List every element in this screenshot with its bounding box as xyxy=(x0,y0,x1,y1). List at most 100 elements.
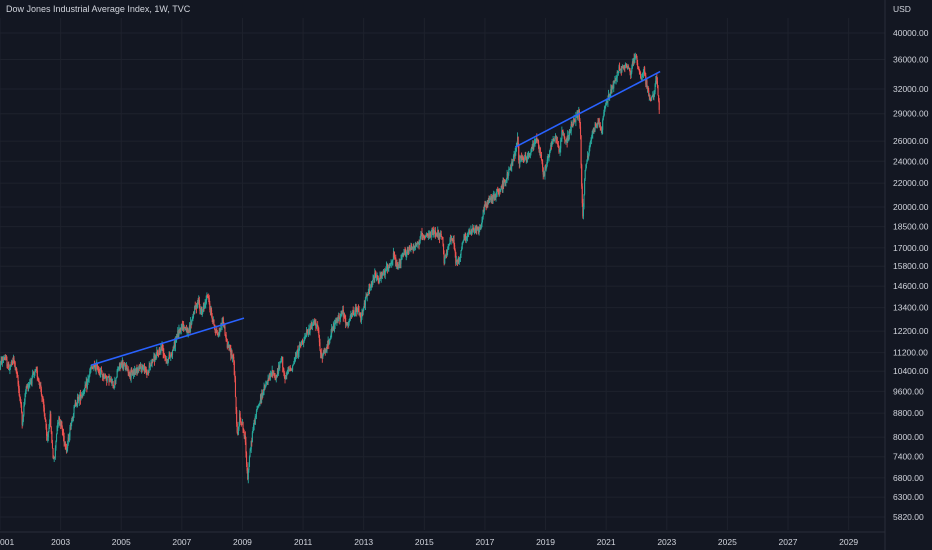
candle-body xyxy=(222,317,224,323)
candle-body xyxy=(547,156,550,158)
candle-body xyxy=(328,341,330,345)
candle-body xyxy=(128,372,130,375)
candle-body xyxy=(160,347,162,349)
candle-body xyxy=(489,198,491,201)
candle-body xyxy=(85,385,87,387)
candle-body xyxy=(462,240,464,242)
candle-body xyxy=(574,121,576,123)
candle-body xyxy=(170,353,172,355)
candle-body xyxy=(273,375,276,376)
candle-body xyxy=(653,91,656,94)
candle-body xyxy=(638,69,640,72)
candle-body xyxy=(352,312,354,314)
candle-body xyxy=(381,273,383,277)
candle-body xyxy=(565,139,568,141)
candle-body xyxy=(112,381,114,388)
candle-body xyxy=(240,418,242,422)
candle-body xyxy=(380,273,382,279)
candle-body xyxy=(654,84,656,92)
trendline[interactable] xyxy=(514,70,661,148)
candle-body xyxy=(230,349,232,356)
candle-body xyxy=(175,339,177,341)
candle-body xyxy=(114,380,116,382)
candle-body xyxy=(364,297,366,306)
candle-body xyxy=(456,260,458,262)
candle-body xyxy=(519,157,521,164)
candle-body xyxy=(176,336,178,338)
candle-body xyxy=(72,418,74,421)
candle-body xyxy=(79,394,81,397)
candle-body xyxy=(121,363,123,367)
candle-body xyxy=(283,369,285,374)
candle-body xyxy=(53,456,55,460)
candle-body xyxy=(304,336,306,338)
candle-body xyxy=(52,448,54,459)
candle-body xyxy=(539,147,541,152)
candle-body xyxy=(574,118,576,122)
candle-body xyxy=(145,368,147,370)
candle-body xyxy=(341,311,343,314)
candle-body xyxy=(635,55,638,58)
candle-body xyxy=(106,378,108,381)
trendlines[interactable] xyxy=(90,70,661,367)
candle-body xyxy=(423,236,425,238)
candle-body xyxy=(482,217,484,220)
candle-body xyxy=(384,270,386,276)
candle-body xyxy=(521,156,523,160)
candle-body xyxy=(147,370,149,374)
candle-body xyxy=(429,232,431,237)
time-axis[interactable]: 001 2003 2005 2007 2009 2011 2013 2015 2017 2019 2… xyxy=(0,531,885,547)
candle-body xyxy=(293,361,295,364)
candle-body xyxy=(613,80,615,82)
candle-body xyxy=(453,239,455,246)
candle-body xyxy=(412,247,414,249)
candle-body xyxy=(458,258,460,263)
candle-body xyxy=(163,353,165,355)
candle-body xyxy=(423,236,425,237)
candle-body xyxy=(265,383,267,385)
candle-body xyxy=(133,371,135,374)
trendline[interactable] xyxy=(90,317,245,367)
candle-body xyxy=(320,349,322,355)
candle-body xyxy=(335,320,337,323)
candle-body xyxy=(463,235,466,239)
candle-body xyxy=(595,123,597,128)
candle-body xyxy=(524,157,526,161)
candle-body xyxy=(299,344,301,346)
candle-body xyxy=(493,195,495,200)
candle-body xyxy=(393,253,395,255)
candle-body xyxy=(26,386,28,388)
candle-body xyxy=(25,386,27,392)
candle-body xyxy=(485,202,487,207)
candle-body xyxy=(137,369,139,371)
candle-body xyxy=(105,376,107,379)
candle-body xyxy=(547,156,549,160)
candle-body xyxy=(150,362,153,364)
candle-body xyxy=(337,318,339,322)
candle-body xyxy=(177,330,179,338)
candle-body xyxy=(173,349,175,351)
candle-body xyxy=(600,128,602,130)
candle-body xyxy=(196,307,198,309)
candle-body xyxy=(35,369,37,371)
candle-body xyxy=(9,367,11,370)
candle-body xyxy=(214,327,216,331)
price-axis[interactable]: 40000.00 36000.00 32000.00 29000.00 26000.00… xyxy=(884,0,929,550)
candle-body xyxy=(317,326,319,331)
candle-body xyxy=(146,373,149,375)
price-tick-label: 14600.00 xyxy=(893,281,929,291)
candle-body xyxy=(327,340,329,346)
candle-body xyxy=(71,420,73,421)
candle-body xyxy=(200,309,202,311)
candle-body xyxy=(51,431,53,443)
candle-body xyxy=(178,329,180,336)
candle-body xyxy=(496,192,498,197)
candle-body xyxy=(557,144,559,148)
candle-body xyxy=(449,239,451,244)
candle-body xyxy=(88,376,90,379)
candle-body xyxy=(568,130,570,136)
candle-body xyxy=(97,369,99,371)
candle-body xyxy=(545,167,547,171)
